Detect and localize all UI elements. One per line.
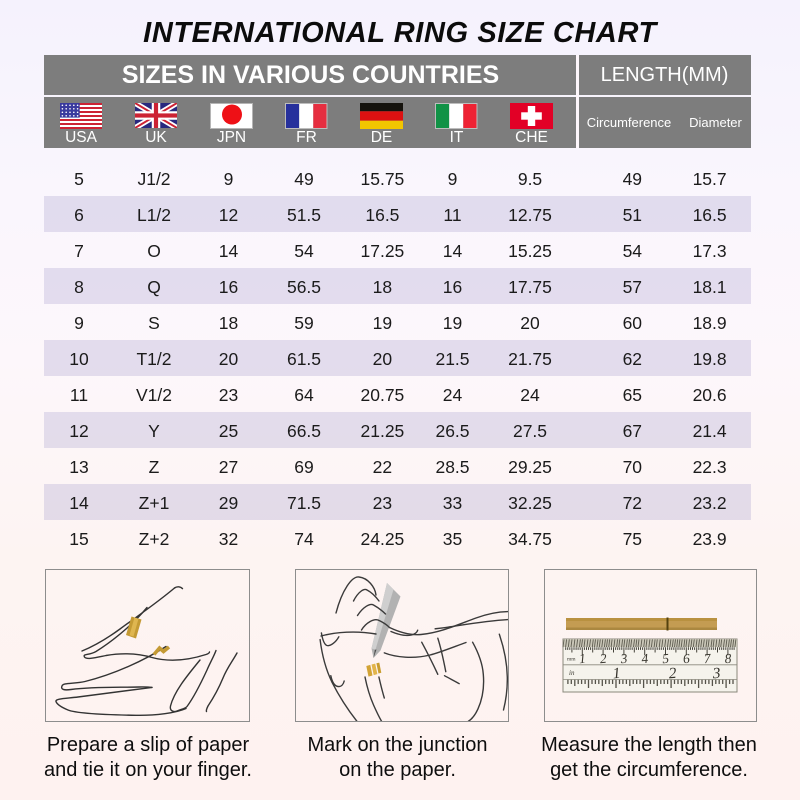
svg-text:mm: mm xyxy=(567,657,576,663)
svg-text:5: 5 xyxy=(662,651,670,667)
svg-text:2: 2 xyxy=(668,665,677,683)
svg-text:1: 1 xyxy=(612,665,621,683)
svg-text:1: 1 xyxy=(578,651,586,667)
svg-text:3: 3 xyxy=(711,665,721,683)
svg-text:3: 3 xyxy=(619,651,628,667)
svg-text:in: in xyxy=(569,669,575,677)
svg-text:8: 8 xyxy=(724,651,732,667)
svg-text:7: 7 xyxy=(703,651,712,667)
svg-text:4: 4 xyxy=(641,651,649,667)
svg-text:6: 6 xyxy=(682,651,690,667)
svg-text:2: 2 xyxy=(599,651,607,667)
